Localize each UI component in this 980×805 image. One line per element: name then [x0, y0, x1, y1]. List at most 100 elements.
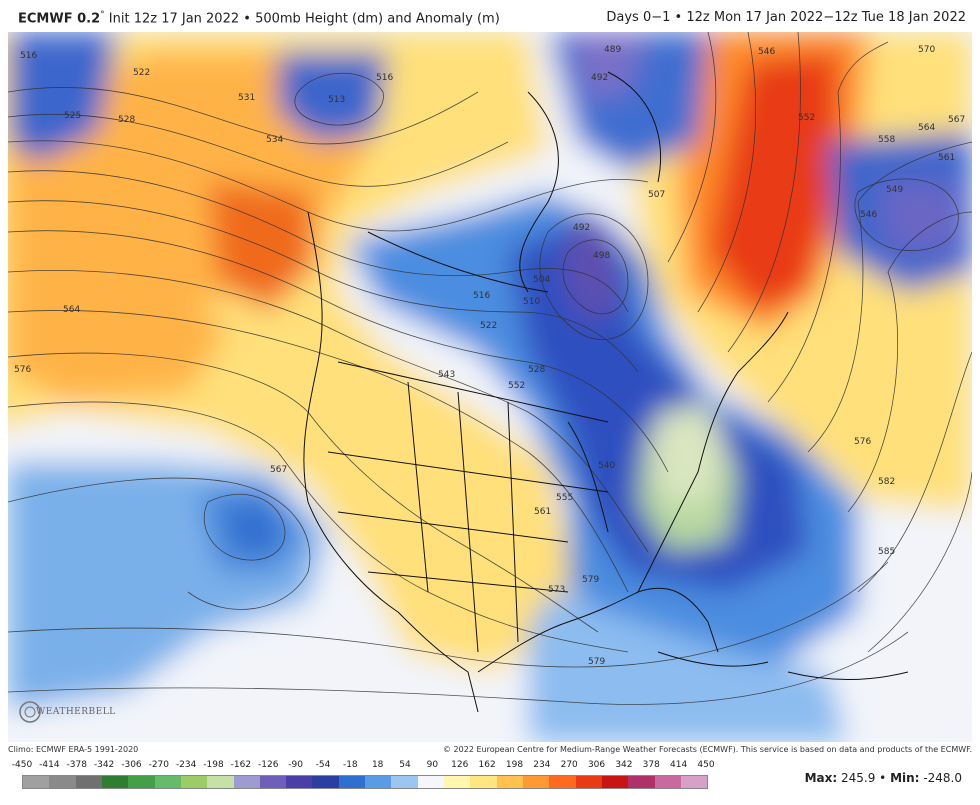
legend-color-swatch — [549, 776, 576, 788]
weatherbell-logo: WEATHERBELL — [18, 700, 115, 724]
legend-colorbar — [22, 775, 708, 789]
copyright-note: © 2022 European Centre for Medium-Range … — [443, 745, 972, 754]
contour-label: 492 — [591, 73, 608, 83]
init-time: Init 12z 17 Jan 2022 — [108, 11, 240, 27]
legend-tick-label: -90 — [288, 760, 303, 770]
max-label: Max: — [804, 771, 838, 785]
contour-label: 546 — [860, 210, 877, 220]
contour-label: 576 — [14, 365, 31, 375]
forecast-map: 516 513 516 522 525 528 531 534 564 576 … — [8, 32, 972, 742]
legend-color-swatch — [496, 776, 523, 788]
legend-color-swatch — [680, 776, 708, 788]
height-contours — [8, 32, 972, 705]
contour-label: 507 — [648, 190, 665, 200]
legend-tick-label: -126 — [258, 760, 279, 770]
contour-label: 543 — [438, 370, 455, 380]
logo-text: WEATHERBELL — [36, 707, 116, 717]
contour-label: 558 — [878, 135, 895, 145]
legend-color-swatch — [75, 776, 102, 788]
legend-tick-label: -450 — [11, 760, 33, 770]
legend-tick-label: 54 — [399, 760, 411, 770]
legend-tick-label: 18 — [371, 760, 384, 770]
anomaly-field — [8, 32, 972, 742]
legend-color-swatch — [575, 776, 602, 788]
legend-tick-label: -198 — [203, 760, 224, 770]
legend-tick-label: -162 — [230, 760, 252, 770]
contour-label: 516 — [376, 73, 393, 83]
legend-tick-label: -306 — [121, 760, 142, 770]
legend-color-swatch — [286, 776, 313, 788]
legend-color-swatch — [417, 776, 444, 788]
contour-label: 513 — [328, 95, 345, 105]
contour-label: 579 — [588, 657, 605, 667]
legend-color-swatch — [101, 776, 129, 788]
legend-tick-label: -378 — [66, 760, 87, 770]
legend-tick-label: -234 — [175, 760, 197, 770]
min-value: -248.0 — [923, 771, 962, 785]
legend-color-swatch — [654, 776, 681, 788]
contour-labels: 516 513 516 522 525 528 531 534 564 576 … — [14, 45, 965, 667]
legend-color-swatch — [391, 776, 418, 788]
logo-mark — [19, 701, 41, 723]
legend-tick-label: 378 — [642, 760, 660, 770]
contour-label: 546 — [758, 47, 775, 57]
max-value: 245.9 — [840, 771, 876, 785]
legend-tick-label: 342 — [615, 760, 633, 770]
contour-label: 573 — [548, 585, 565, 595]
legend-tick-label: 198 — [505, 760, 524, 770]
valid-time: Days 0−1 • 12z Mon 17 Jan 2022−12z Tue 1… — [606, 10, 966, 25]
contour-label: 582 — [878, 477, 895, 487]
legend-color-swatch — [628, 776, 655, 788]
title-separator: • — [243, 11, 251, 27]
contour-label: 516 — [473, 291, 490, 301]
legend-color-swatch — [470, 776, 497, 788]
valid-separator: • — [674, 10, 683, 25]
map-header: ECMWF 0.2° Init 12z 17 Jan 2022 • 500mb … — [0, 0, 980, 30]
legend-color-swatch — [154, 776, 181, 788]
legend-tick-label: -54 — [315, 760, 331, 770]
legend-tick-label: -342 — [93, 760, 115, 770]
legend-color-swatch — [49, 776, 76, 788]
legend-labels: -450 -414 -378 -342 -306 -270 -234 -198 -162 -126… — [8, 760, 715, 774]
contour-label: 498 — [593, 251, 610, 261]
contour-label: 570 — [918, 45, 935, 55]
map-footer: Climo: ECMWF ERA-5 1991-2020 © 2022 Euro… — [8, 743, 972, 757]
product-name: 500mb Height (dm) and Anomaly (m) — [255, 11, 500, 27]
map-canvas: 516 513 516 522 525 528 531 534 564 576 … — [8, 32, 972, 742]
legend-color-swatch — [601, 776, 629, 788]
contour-label: 567 — [270, 465, 287, 475]
legend-tick-label: 90 — [426, 760, 439, 770]
legend-color-swatch — [180, 776, 208, 788]
legend-color-swatch — [312, 776, 339, 788]
contour-label: 531 — [238, 93, 255, 103]
contour-label: 564 — [918, 123, 935, 133]
legend-tick-label: 162 — [478, 760, 496, 770]
contour-label: 510 — [523, 297, 540, 307]
contour-label: 504 — [533, 275, 550, 285]
contour-label: 585 — [878, 547, 895, 557]
legend-color-swatch — [365, 776, 392, 788]
legend-tick-label: -414 — [39, 760, 60, 770]
legend-color-swatch — [233, 776, 260, 788]
contour-label: 528 — [118, 115, 135, 125]
max-min-readout: Max: 245.9 • Min: -248.0 — [805, 771, 962, 785]
max-min-separator: • — [879, 771, 887, 785]
climo-note: Climo: ECMWF ERA-5 1991-2020 — [8, 745, 139, 754]
legend-color-swatch — [522, 776, 550, 788]
legend-tick-label: 306 — [587, 760, 606, 770]
contour-label: 555 — [556, 493, 573, 503]
model-name: ECMWF 0.2 — [18, 11, 101, 27]
contour-label: 561 — [938, 153, 955, 163]
contour-label: 528 — [528, 365, 545, 375]
contour-label: 534 — [266, 135, 283, 145]
contour-label: 540 — [598, 461, 615, 471]
contour-label: 576 — [854, 437, 871, 447]
valid-period: 12z Mon 17 Jan 2022−12z Tue 18 Jan 2022 — [686, 10, 966, 25]
min-label: Min: — [890, 771, 920, 785]
legend-color-swatch — [338, 776, 366, 788]
legend-color-swatch — [128, 776, 155, 788]
contour-label: 516 — [20, 51, 37, 61]
legend-color-swatch — [207, 776, 234, 788]
legend-color-swatch — [444, 776, 471, 788]
degree-mark: ° — [100, 10, 105, 20]
